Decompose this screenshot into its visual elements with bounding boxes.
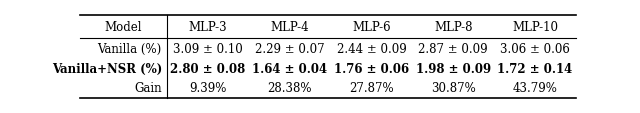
Text: 2.87 ± 0.09: 2.87 ± 0.09 [419,42,488,55]
Text: 9.39%: 9.39% [189,82,227,95]
Text: 1.76 ± 0.06: 1.76 ± 0.06 [334,62,409,75]
Text: MLP-4: MLP-4 [270,21,309,34]
Text: 27.87%: 27.87% [349,82,394,95]
Text: 1.64 ± 0.04: 1.64 ± 0.04 [252,62,327,75]
Text: 2.44 ± 0.09: 2.44 ± 0.09 [337,42,406,55]
Text: 2.29 ± 0.07: 2.29 ± 0.07 [255,42,324,55]
Text: 3.06 ± 0.06: 3.06 ± 0.06 [500,42,570,55]
Text: MLP-6: MLP-6 [352,21,390,34]
Text: Vanilla (%): Vanilla (%) [97,42,162,55]
Text: MLP-8: MLP-8 [434,21,472,34]
Text: 1.98 ± 0.09: 1.98 ± 0.09 [415,62,491,75]
Text: 28.38%: 28.38% [268,82,312,95]
Text: 2.80 ± 0.08: 2.80 ± 0.08 [170,62,245,75]
Text: 1.72 ± 0.14: 1.72 ± 0.14 [497,62,573,75]
Text: Vanilla+NSR (%): Vanilla+NSR (%) [52,62,162,75]
Text: 30.87%: 30.87% [431,82,476,95]
Text: MLP-3: MLP-3 [188,21,227,34]
Text: 43.79%: 43.79% [513,82,557,95]
Text: 3.09 ± 0.10: 3.09 ± 0.10 [173,42,243,55]
Text: Gain: Gain [134,82,162,95]
Text: MLP-10: MLP-10 [512,21,558,34]
Text: Model: Model [105,21,142,34]
